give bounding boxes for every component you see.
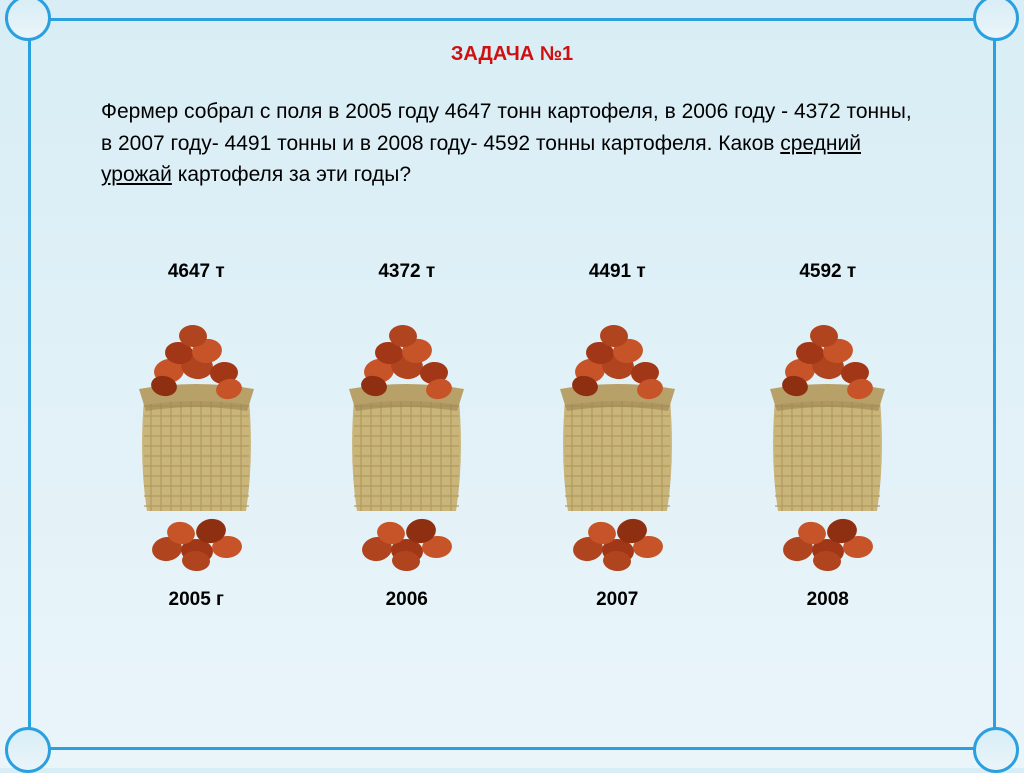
potato-sack: [307, 311, 507, 571]
year-label: 2006: [307, 589, 507, 611]
task-title: ЗАДАЧА №1: [31, 43, 993, 66]
years-row: 2005 г 2006 2007 2008: [31, 589, 993, 611]
value-label: 4592 т: [728, 261, 928, 283]
value-label: 4372 т: [307, 261, 507, 283]
potato-sack: [96, 311, 296, 571]
sacks-row: [31, 311, 993, 571]
problem-text: Фермер собрал с поля в 2005 году 4647 то…: [101, 96, 923, 191]
value-label: 4647 т: [96, 261, 296, 283]
year-label: 2008: [728, 589, 928, 611]
values-row: 4647 т 4372 т 4491 т 4592 т: [31, 261, 993, 283]
corner-decor: [5, 0, 51, 41]
decorative-frame: ЗАДАЧА №1 Фермер собрал с поля в 2005 го…: [28, 18, 996, 750]
value-label: 4491 т: [517, 261, 717, 283]
corner-decor: [973, 0, 1019, 41]
year-label: 2005 г: [96, 589, 296, 611]
year-label: 2007: [517, 589, 717, 611]
corner-decor: [5, 727, 51, 773]
corner-decor: [973, 727, 1019, 773]
potato-sack: [728, 311, 928, 571]
potato-sack: [517, 311, 717, 571]
